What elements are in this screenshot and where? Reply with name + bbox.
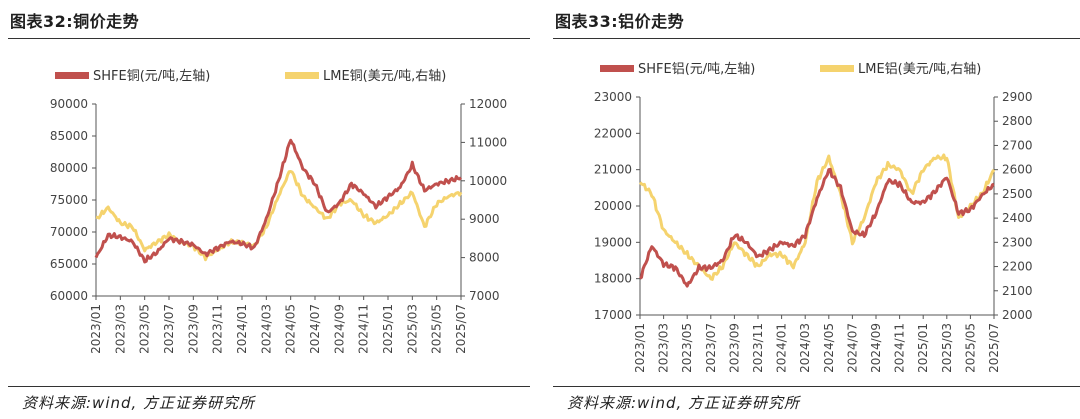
left-tick-label: 22000 [594, 126, 632, 140]
x-tick-label: 2024/09 [332, 304, 346, 354]
x-tick-label: 2024/01 [235, 304, 249, 354]
legend-label: LME铝(美元/吨,右轴) [858, 62, 981, 77]
left-tick-label: 70000 [50, 225, 88, 239]
right-tick-label: 2400 [1002, 211, 1033, 225]
x-tick-label: 2025/03 [940, 323, 954, 373]
legend-label: SHFE铝(元/吨,左轴) [638, 62, 755, 77]
right-tick-label: 12000 [469, 97, 507, 111]
x-tick-label: 2025/05 [963, 323, 977, 373]
left-tick-label: 20000 [594, 199, 632, 213]
x-tick-label: 2023/11 [751, 323, 765, 373]
x-tick-label: 2024/07 [308, 304, 322, 354]
right-tick-label: 2000 [1002, 308, 1033, 322]
legend-label: LME铜(美元/吨,右轴) [323, 69, 446, 84]
lme-series-line [95, 170, 463, 262]
x-tick-label: 2024/05 [822, 323, 836, 373]
copper-figure-title: 图表32:铜价走势 [10, 12, 140, 31]
x-tick-label: 2024/03 [259, 304, 273, 354]
legend-swatch [600, 65, 634, 72]
x-tick-label: 2023/11 [211, 304, 225, 354]
shfe-series-line [639, 167, 995, 288]
left-tick-label: 23000 [594, 90, 632, 104]
left-tick-label: 60000 [50, 289, 88, 303]
legend-swatch [55, 72, 89, 79]
x-tick-label: 2023/05 [138, 304, 152, 354]
x-tick-label: 2025/03 [405, 304, 419, 354]
right-tick-label: 11000 [469, 135, 507, 149]
right-tick-label: 2200 [1002, 260, 1033, 274]
x-tick-label: 2023/03 [657, 323, 671, 373]
x-tick-label: 2024/07 [845, 323, 859, 373]
copper-chart: 60000 65000 70000 75000 80000 85000 90000 7000 8… [50, 69, 507, 354]
left-tick-label: 85000 [50, 129, 88, 143]
left-tick-label: 18000 [594, 272, 632, 286]
aluminum-source-note: 资料来源:wind, 方正证券研究所 [567, 394, 801, 412]
x-tick-label: 2023/09 [186, 304, 200, 354]
right-tick-label: 2300 [1002, 235, 1033, 249]
x-tick-label: 2023/05 [680, 323, 694, 373]
aluminum-figure-title: 图表33:铝价走势 [555, 12, 685, 31]
aluminum-panel: 图表33:铝价走势 17000 18000 19000 20000 21000 22000… [545, 0, 1080, 419]
aluminum-chart: 1700018000190002000021000220002300020002… [594, 62, 1033, 373]
x-tick-label: 2024/11 [893, 323, 907, 373]
right-tick-label: 2700 [1002, 138, 1033, 152]
left-tick-label: 90000 [50, 97, 88, 111]
aluminum-bottom-rule [553, 386, 1080, 387]
x-tick-label: 2024/09 [869, 323, 883, 373]
legend-swatch [820, 65, 854, 72]
right-tick-label: 2900 [1002, 90, 1033, 104]
copper-bottom-rule [8, 386, 530, 387]
x-tick-label: 2024/01 [775, 323, 789, 373]
x-tick-label: 2023/07 [704, 323, 718, 373]
aluminum-top-rule [553, 38, 1080, 39]
copper-top-rule [8, 38, 530, 39]
legend-label: SHFE铜(元/吨,左轴) [93, 69, 210, 84]
x-tick-label: 2024/03 [798, 323, 812, 373]
right-tick-label: 2100 [1002, 284, 1033, 298]
copper-panel: 图表32:铜价走势 60000 65000 70000 75000 80000 85000… [0, 0, 530, 419]
x-tick-label: 2025/05 [430, 304, 444, 354]
x-tick-label: 2025/07 [454, 304, 468, 354]
x-tick-label: 2024/05 [284, 304, 298, 354]
x-tick-label: 2023/01 [89, 304, 103, 354]
left-tick-label: 80000 [50, 161, 88, 175]
right-tick-label: 9000 [469, 212, 500, 226]
right-tick-label: 7000 [469, 289, 500, 303]
right-tick-label: 2500 [1002, 187, 1033, 201]
x-tick-label: 2024/11 [357, 304, 371, 354]
x-tick-label: 2025/01 [381, 304, 395, 354]
left-tick-label: 65000 [50, 257, 88, 271]
right-tick-label: 8000 [469, 251, 500, 265]
shfe-series-line [94, 138, 463, 264]
right-tick-label: 10000 [469, 174, 507, 188]
right-tick-label: 2600 [1002, 163, 1033, 177]
left-tick-label: 21000 [594, 163, 632, 177]
x-tick-label: 2023/07 [162, 304, 176, 354]
left-tick-label: 19000 [594, 235, 632, 249]
right-tick-label: 2800 [1002, 114, 1033, 128]
x-tick-label: 2023/01 [633, 323, 647, 373]
x-tick-label: 2023/09 [727, 323, 741, 373]
x-tick-label: 2025/07 [987, 323, 1001, 373]
left-tick-label: 17000 [594, 308, 632, 322]
left-tick-label: 75000 [50, 193, 88, 207]
lme-series-line [638, 153, 996, 281]
copper-source-note: 资料来源:wind, 方正证券研究所 [22, 394, 256, 412]
x-tick-label: 2025/01 [916, 323, 930, 373]
x-tick-label: 2023/03 [113, 304, 127, 354]
legend-swatch [285, 72, 319, 79]
